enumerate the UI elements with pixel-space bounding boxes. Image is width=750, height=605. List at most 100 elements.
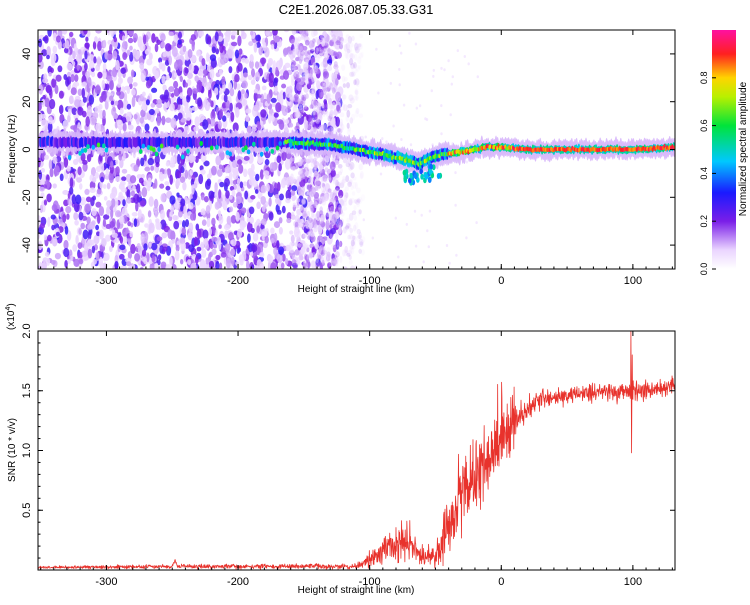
spectrogram-cell bbox=[323, 41, 328, 46]
spectrogram-cell bbox=[267, 57, 274, 66]
spectrogram-cell bbox=[329, 39, 335, 47]
spectrogram-cell bbox=[432, 74, 435, 78]
spectrogram-cell bbox=[255, 34, 262, 42]
spectrogram-cell bbox=[339, 195, 344, 203]
spectrogram-cell bbox=[329, 233, 333, 240]
spectrogram-cell bbox=[288, 102, 294, 108]
spectrogram-cell bbox=[319, 49, 324, 56]
spectrogram-cell bbox=[323, 101, 328, 112]
spectrogram-cell bbox=[335, 185, 340, 191]
spectrogram-cell bbox=[353, 42, 359, 51]
spectrogram-cell bbox=[205, 204, 211, 214]
spectrogram-cell bbox=[294, 221, 299, 228]
spectrogram-cell bbox=[260, 184, 267, 194]
spectrogram-cell bbox=[309, 230, 315, 237]
spectrogram-cell bbox=[321, 47, 325, 56]
spectrogram-cell bbox=[315, 175, 319, 182]
spectrogram-cell bbox=[167, 229, 173, 240]
spectrogram-cell bbox=[343, 266, 348, 269]
spectrogram-cell bbox=[52, 32, 57, 42]
spectrogram-cell bbox=[325, 229, 330, 237]
spectrogram-cell bbox=[266, 93, 271, 104]
spectrogram-cell bbox=[198, 30, 205, 37]
spectrogram-cell bbox=[328, 175, 332, 181]
spectrogram-cell bbox=[165, 43, 172, 52]
spectrogram-cell bbox=[360, 194, 366, 202]
spectrogram-cell bbox=[278, 226, 283, 235]
spectrogram-cell bbox=[232, 159, 237, 169]
spectrogram-cell bbox=[122, 122, 127, 132]
spectrogram-cell bbox=[205, 52, 210, 63]
spectrogram-cell bbox=[329, 161, 336, 171]
spectrogram-cell bbox=[38, 111, 43, 122]
spectrogram-cell bbox=[115, 59, 120, 71]
spectrogram-cell bbox=[349, 53, 355, 60]
spectrogram-cell bbox=[329, 205, 335, 212]
spectrogram-cell bbox=[224, 166, 230, 174]
spectrogram-cell bbox=[229, 87, 235, 97]
spectrogram-cell bbox=[72, 244, 78, 252]
spectrogram-cell bbox=[80, 153, 86, 162]
spectrogram-cell bbox=[236, 159, 243, 165]
spectrogram-cell bbox=[332, 73, 337, 79]
spectrogram-cell bbox=[350, 239, 355, 247]
spectrogram-cell bbox=[323, 123, 328, 131]
spectrogram-cell bbox=[237, 247, 242, 253]
spectrogram-cell bbox=[225, 257, 231, 269]
spectrogram-cell bbox=[307, 178, 311, 184]
spectrogram-cell bbox=[326, 85, 331, 92]
spectrogram-cell bbox=[244, 190, 249, 200]
spectrogram-cell bbox=[310, 186, 315, 192]
spectrogram-cell bbox=[351, 191, 356, 196]
spectrogram-cell bbox=[317, 184, 322, 189]
spectrogram-cell bbox=[170, 92, 175, 98]
spectrogram-cell bbox=[302, 216, 307, 224]
spectrogram-cell bbox=[282, 91, 286, 100]
spectrogram-cell bbox=[331, 34, 336, 41]
spectrogram-cell bbox=[87, 223, 93, 230]
spectrogram-cell bbox=[209, 68, 215, 79]
spectrogram-cell bbox=[355, 46, 360, 53]
spectrogram-cell bbox=[322, 82, 326, 92]
spectrogram-cell bbox=[230, 214, 237, 224]
spectrogram-cell bbox=[321, 221, 325, 228]
spectrogram-cell bbox=[82, 96, 87, 103]
spectrogram-cell bbox=[440, 104, 443, 108]
spectrogram-cell bbox=[141, 143, 146, 149]
spectrogram-cell bbox=[306, 191, 311, 199]
spectrogram-cell bbox=[394, 216, 397, 220]
spectrogram-cell bbox=[344, 186, 350, 192]
spectrogram-cell bbox=[304, 157, 309, 163]
spectrogram-cell bbox=[97, 71, 103, 79]
spectrogram-cell bbox=[251, 127, 257, 132]
spectrogram-cell bbox=[55, 231, 60, 237]
spectrogram-cell bbox=[80, 148, 85, 154]
spectrogram-cell bbox=[92, 195, 97, 201]
spectrogram-cell bbox=[322, 185, 327, 192]
y-tick-label: -20 bbox=[21, 189, 33, 205]
spectrogram-cell bbox=[271, 102, 277, 108]
spectrogram-cell bbox=[146, 252, 150, 263]
spectrogram-cell bbox=[58, 104, 64, 115]
spectrogram-cell bbox=[258, 45, 263, 56]
spectrogram-cell bbox=[179, 92, 184, 99]
spectrogram-cell bbox=[343, 44, 348, 52]
spectrogram-cell bbox=[313, 164, 318, 171]
spectrogram-cell bbox=[77, 242, 83, 249]
spectrogram-cell bbox=[105, 83, 110, 91]
spectrogram-cell bbox=[52, 183, 57, 189]
spectrogram-cell bbox=[235, 83, 241, 90]
spectrogram-cell bbox=[305, 224, 311, 230]
spectrogram-cell bbox=[235, 211, 240, 222]
spectrogram-cell bbox=[319, 34, 323, 43]
spectrogram-cell bbox=[96, 142, 101, 148]
spectrogram-cell bbox=[280, 262, 285, 269]
spectrogram-cell bbox=[186, 87, 193, 97]
spectrogram-cell bbox=[250, 264, 255, 269]
spectrogram-cell bbox=[317, 54, 322, 59]
spectrogram-cell bbox=[66, 62, 73, 71]
colorbar-tick-label: 0.8 bbox=[699, 72, 709, 85]
spectrogram-cell bbox=[109, 79, 114, 91]
spectrogram-cell bbox=[175, 177, 181, 187]
